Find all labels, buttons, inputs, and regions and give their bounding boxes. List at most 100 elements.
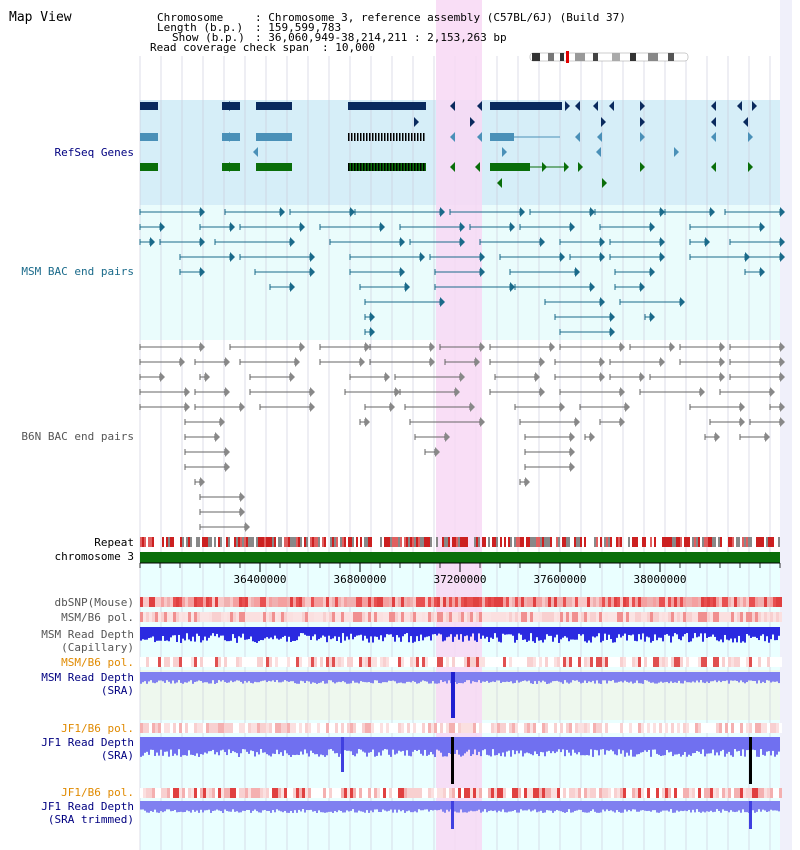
track-label-msm-read-depth-sra[interactable]: MSM Read Depth (41, 671, 134, 684)
jf1-trim-depth-bar (312, 801, 314, 812)
gene-exon-stripe (381, 163, 383, 171)
jf1-trim-depth-bar (446, 801, 448, 810)
msm-capillary-depth-bar (606, 627, 608, 640)
strand-arrow (540, 357, 545, 367)
repeat-mark (400, 537, 402, 547)
track-label-msm-bac[interactable]: MSM BAC end pairs (21, 265, 134, 278)
jf1-sra-depth-bar (370, 737, 372, 752)
track-label-msm-b6-pol-1[interactable]: MSM/B6 pol. (61, 611, 134, 624)
track-label-msm-b6-pol-2[interactable]: MSM/B6 pol. (61, 656, 134, 669)
repeat-mark (242, 537, 244, 547)
heat-cell (698, 612, 701, 622)
msm-sra-depth-bar (546, 672, 548, 684)
heat-cell (587, 657, 590, 667)
heat-cell (161, 657, 164, 667)
track-label-refseq[interactable]: RefSeq Genes (54, 146, 134, 159)
heat-cell (695, 597, 698, 607)
msm-capillary-depth-bar (370, 627, 372, 637)
heat-cell (455, 597, 458, 607)
heat-cell (278, 788, 281, 798)
heat-cell (194, 723, 197, 733)
msm-sra-depth-bar (466, 672, 468, 681)
msm-sra-depth-bar (594, 672, 596, 684)
msm-capillary-depth-bar (426, 627, 428, 637)
jf1-trim-depth-bar (592, 801, 594, 810)
msm-capillary-depth-bar (548, 627, 550, 636)
msm-capillary-depth-bar (602, 627, 604, 641)
heat-cell (305, 657, 308, 667)
heat-cell (206, 723, 209, 733)
heat-cell (698, 657, 701, 667)
heat-cell (533, 788, 536, 798)
heat-cell (164, 788, 167, 798)
track-label-repeat[interactable]: Repeat (94, 536, 134, 549)
repeat-mark (324, 537, 326, 547)
jf1-trim-depth-bar (610, 801, 612, 811)
msm-sra-depth-bar (518, 672, 520, 683)
jf1-trim-depth-bar (286, 801, 288, 813)
heat-cell (176, 788, 179, 798)
heat-cell (350, 723, 353, 733)
heat-cell (164, 612, 167, 622)
msm-capillary-depth-bar (232, 627, 234, 635)
heat-cell (506, 657, 509, 667)
track-label-jf1-b6-pol-2[interactable]: JF1/B6 pol. (61, 786, 134, 799)
jf1-trim-depth-bar (310, 801, 312, 810)
strand-arrow (720, 372, 725, 382)
track-label-dbsnp[interactable]: dbSNP(Mouse) (54, 596, 134, 609)
jf1-sra-depth-bar (522, 737, 524, 757)
gene-exon-stripe (393, 133, 395, 141)
heat-cell (497, 788, 500, 798)
msm-capillary-depth-bar (582, 627, 584, 635)
strand-arrow (380, 222, 385, 232)
heat-cell (404, 788, 407, 798)
track-label-jf1-read-depth-sra[interactable]: JF1 Read Depth (41, 736, 134, 749)
strand-arrow (253, 147, 258, 157)
jf1-trim-depth-bar (602, 801, 604, 810)
heat-cell (194, 597, 197, 607)
strand-arrow (600, 372, 605, 382)
jf1-trim-depth-bar (428, 801, 430, 812)
heat-cell (464, 657, 467, 667)
track-label-b6n-bac[interactable]: B6N BAC end pairs (21, 430, 134, 443)
heat-cell (533, 612, 536, 622)
repeat-mark (478, 537, 480, 547)
heat-cell (494, 723, 497, 733)
heat-cell (560, 597, 563, 607)
heat-cell (650, 612, 653, 622)
msm-capillary-depth-bar (262, 627, 264, 641)
strand-arrow (711, 101, 716, 111)
jf1-trim-depth-bar (244, 801, 246, 811)
track-label-chromosome[interactable]: chromosome 3 (54, 550, 134, 563)
heat-cell (329, 788, 332, 798)
jf1-trim-depth-bar (652, 801, 654, 811)
msm-sra-depth-bar (248, 672, 250, 682)
msm-sra-depth-bar (632, 672, 634, 684)
heat-cell (473, 657, 476, 667)
jf1-sra-depth-bar (144, 737, 146, 753)
heat-cell (656, 597, 659, 607)
msm-sra-depth-bar (714, 672, 716, 681)
jf1-trim-depth-bar (440, 801, 442, 810)
heat-cell (338, 788, 341, 798)
msm-capillary-depth-bar (176, 627, 178, 643)
jf1-trim-depth-bar (392, 801, 394, 813)
msm-sra-depth-bar (764, 672, 766, 683)
msm-sra-depth-bar (738, 672, 740, 683)
repeat-mark (694, 537, 696, 547)
track-label-msm-read-depth-cap[interactable]: MSM Read Depth (41, 628, 134, 641)
heat-cell (287, 612, 290, 622)
msm-capillary-depth-bar (324, 627, 326, 637)
heat-cell (719, 612, 722, 622)
heat-cell (755, 788, 758, 798)
track-label-jf1-read-depth-trim[interactable]: JF1 Read Depth (41, 800, 134, 813)
track-label-jf1-b6-pol-1[interactable]: JF1/B6 pol. (61, 722, 134, 735)
msm-capillary-depth-bar (330, 627, 332, 640)
msm-sra-depth-bar (660, 672, 662, 682)
strand-arrow (200, 267, 205, 277)
jf1-sra-depth-bar (336, 737, 338, 754)
heat-cell (446, 612, 449, 622)
heat-cell (395, 612, 398, 622)
heat-cell (593, 597, 596, 607)
